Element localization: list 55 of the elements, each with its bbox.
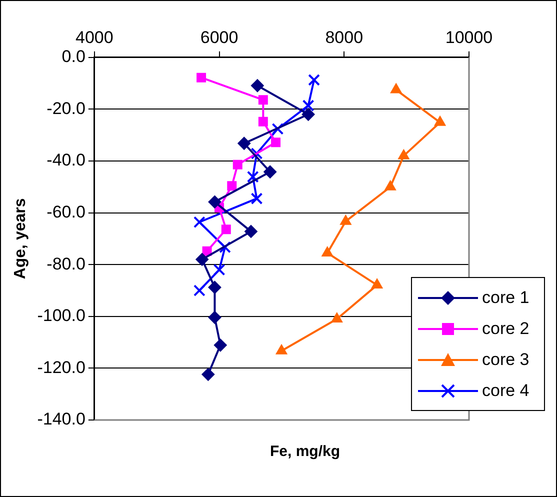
point	[193, 284, 206, 296]
point	[302, 108, 315, 121]
point	[322, 246, 334, 256]
y-tick-label: 0.0	[62, 47, 86, 66]
point	[193, 216, 206, 228]
legend-label: core 3	[482, 350, 530, 370]
point	[219, 241, 231, 254]
point	[208, 280, 222, 294]
point	[272, 122, 284, 135]
point	[276, 344, 288, 354]
y-tick-label: -140.0	[37, 410, 86, 429]
x-tick-label: 6000	[200, 28, 238, 47]
point	[398, 149, 410, 160]
point	[232, 160, 242, 170]
y-tick-label: -40.0	[46, 150, 86, 170]
y-tick-label: -100.0	[37, 306, 86, 326]
point	[221, 224, 231, 234]
point	[371, 278, 383, 289]
x-axis-title: Fe, mg/kg	[268, 443, 341, 460]
point	[308, 74, 320, 86]
x-tick-label: 4000	[75, 28, 114, 47]
y-tick-label: -120.0	[37, 358, 86, 377]
point	[196, 72, 206, 82]
point	[302, 100, 314, 112]
point	[250, 148, 263, 160]
point	[208, 195, 222, 208]
point	[258, 116, 268, 126]
y-tick-label: -20.0	[46, 98, 86, 118]
point	[214, 338, 227, 352]
x-tick-label: 10000	[445, 28, 493, 47]
y-tick-label: -60.0	[46, 202, 86, 222]
point	[250, 192, 263, 205]
point	[434, 116, 446, 126]
point	[271, 138, 281, 148]
point	[384, 180, 396, 190]
point	[250, 79, 264, 92]
point	[244, 224, 258, 238]
point	[208, 310, 222, 324]
legend-label: core 1	[482, 288, 530, 308]
y-tick-label: -80.0	[46, 254, 86, 274]
x-tick-label: 8000	[325, 28, 364, 47]
y-axis-title: Age, years	[12, 198, 30, 280]
point	[238, 136, 251, 150]
point	[246, 170, 259, 183]
point	[213, 264, 226, 276]
point	[196, 252, 209, 266]
point	[258, 95, 268, 105]
point	[264, 165, 277, 178]
point	[331, 312, 343, 322]
point	[340, 214, 352, 225]
point	[227, 181, 237, 191]
point	[390, 83, 402, 94]
legend-label: core 4	[482, 380, 530, 400]
point	[202, 368, 215, 381]
legend-label: core 2	[482, 318, 530, 338]
